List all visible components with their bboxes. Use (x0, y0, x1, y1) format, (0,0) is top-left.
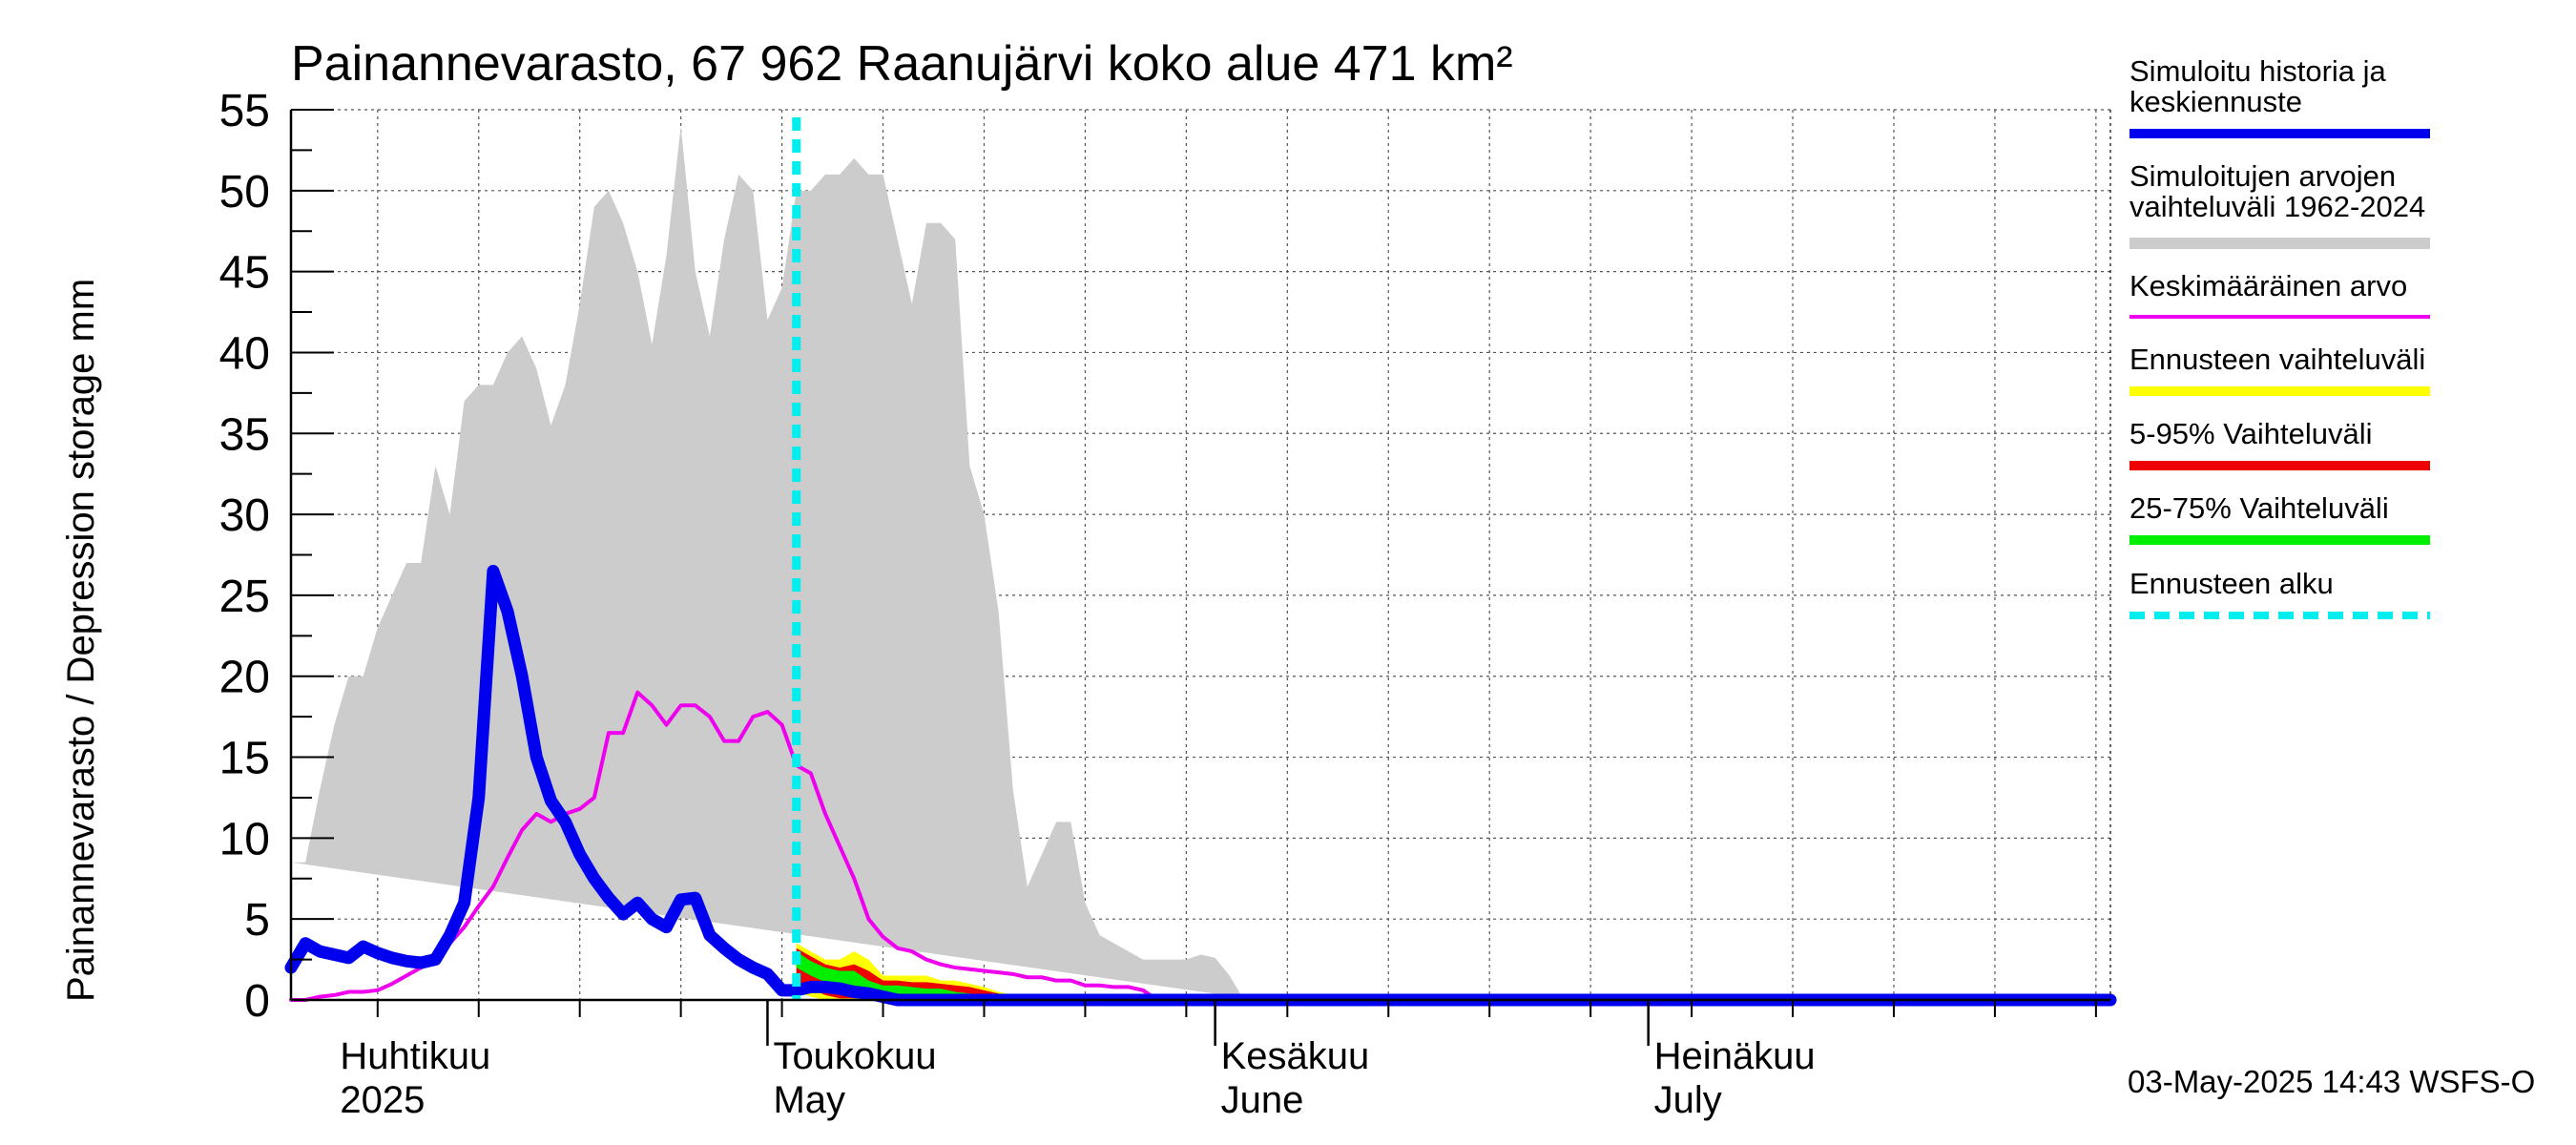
axes (289, 109, 2111, 1046)
y-tick-label: 50 (219, 167, 270, 218)
legend-label: vaihteluväli 1962-2024 (2129, 190, 2425, 223)
y-tick-label: 55 (219, 86, 270, 136)
band-simuloitujen-arvojen-vaihteluv-li-1962-2024 (291, 125, 1259, 1001)
chart-title: Painannevarasto, 67 962 Raanujärvi koko … (291, 36, 1513, 92)
footer-timestamp: 03-May-2025 14:43 WSFS-O (2128, 1064, 2535, 1099)
series-line-simuloitu-historia-ja-keskiennuste (284, 564, 2117, 1007)
y-axis-label: Painannevarasto / Depression storage mm (60, 279, 102, 1002)
month-label-en: June (1221, 1079, 1304, 1121)
month-label-en: 2025 (340, 1079, 425, 1121)
band-25-75-vaihteluv-li (796, 951, 1013, 1000)
y-tick-label: 30 (219, 490, 270, 541)
line-layer (284, 564, 2117, 1007)
y-tick-label: 15 (219, 734, 270, 784)
month-label-fi: Heinäkuu (1654, 1035, 1816, 1077)
legend-label: Ennusteen vaihteluväli (2129, 343, 2425, 376)
band-layer (291, 125, 1259, 1001)
legend-label: Simuloitu historia ja (2129, 54, 2387, 88)
y-tick-label: 25 (219, 572, 270, 622)
y-tick-label: 10 (219, 814, 270, 864)
legend-label: 25-75% Vaihteluväli (2129, 491, 2389, 525)
month-label-fi: Toukokuu (773, 1035, 936, 1077)
month-label-fi: Huhtikuu (340, 1035, 490, 1077)
month-label-fi: Kesäkuu (1221, 1035, 1370, 1077)
legend-label: Simuloitujen arvojen (2129, 159, 2396, 193)
legend-label: 5-95% Vaihteluväli (2129, 417, 2372, 450)
month-label-en: May (773, 1079, 845, 1121)
y-tick-label: 45 (219, 248, 270, 299)
y-tick-label: 5 (244, 895, 270, 946)
y-tick-label: 0 (244, 976, 270, 1027)
y-tick-label: 40 (219, 328, 270, 379)
y-tick-labels: 0 5 10 15 20 25 30 35 40 45 50 55 (219, 86, 270, 1027)
month-label-en: July (1654, 1079, 1722, 1121)
y-tick-label: 35 (219, 409, 270, 460)
legend-label: Keskimääräinen arvo (2129, 269, 2407, 302)
y-tick-label: 20 (219, 653, 270, 703)
legend-label: Ennusteen alku (2129, 567, 2334, 600)
legend-label: keskiennuste (2129, 85, 2302, 118)
